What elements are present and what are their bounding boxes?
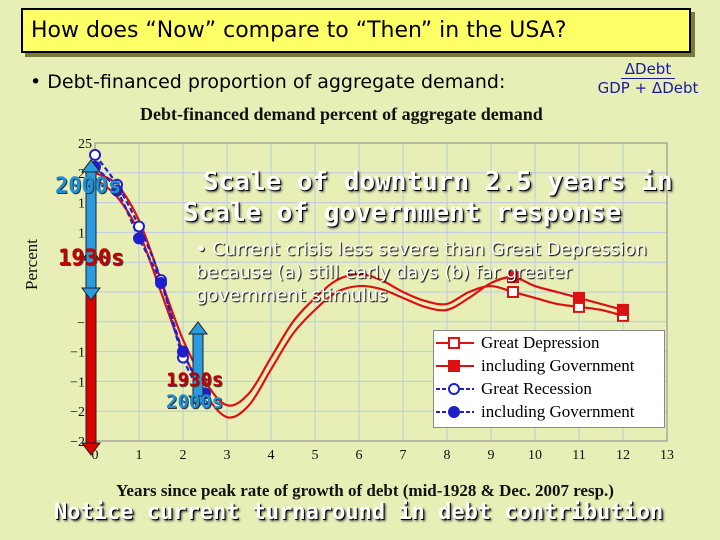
legend-item: including Government xyxy=(434,400,664,423)
data-point xyxy=(507,286,519,298)
legend-swatch-filled-circle xyxy=(436,405,474,418)
x-tick-label: 3 xyxy=(224,448,231,463)
data-point xyxy=(133,232,145,245)
tag-2000s-bottom: 2000s xyxy=(166,391,224,413)
legend-item: including Government xyxy=(434,354,664,377)
legend-swatch-filled-square xyxy=(436,359,474,372)
slide-title-box: How does “Now” compare to “Then” in the … xyxy=(21,8,691,53)
x-tick-label: 13 xyxy=(660,448,674,463)
arrow-2000s-head-down xyxy=(81,287,101,301)
grid-lines xyxy=(94,142,668,442)
y-axis-label: Percent xyxy=(22,239,41,290)
main-bullet: • Debt-financed proportion of aggregate … xyxy=(30,71,506,93)
data-point xyxy=(155,277,167,290)
data-point xyxy=(617,303,629,316)
x-tick-label: 7 xyxy=(400,448,407,463)
x-tick-label: 1 xyxy=(136,448,143,463)
x-tick-label: 11 xyxy=(572,448,585,463)
x-tick-label: 6 xyxy=(356,448,363,463)
data-point xyxy=(177,345,189,358)
legend-swatch-open-circle xyxy=(436,382,474,395)
data-point xyxy=(507,271,519,284)
x-tick-label: 5 xyxy=(312,448,319,463)
formula-denominator: GDP + ΔDebt xyxy=(597,79,699,97)
x-tick-label: 2 xyxy=(180,448,187,463)
x-tick-label: 4 xyxy=(268,448,275,463)
legend-label: Great Depression xyxy=(481,332,600,352)
comparison-arrows xyxy=(81,159,208,456)
overlay-scale-downturn: Scale of downturn 2.5 years in xyxy=(203,167,673,197)
footer-note: Notice current turnaround in debt contri… xyxy=(54,500,664,525)
data-point xyxy=(573,291,585,304)
x-tick-label: 9 xyxy=(488,448,495,463)
slide-title: How does “Now” compare to “Then” in the … xyxy=(31,18,567,43)
arrow-1930s-head-down xyxy=(81,442,101,456)
data-point xyxy=(111,184,123,197)
chart-title: Debt-financed demand percent of aggregat… xyxy=(140,104,543,124)
tag-1930s-bottom: 1930s xyxy=(166,369,224,391)
tag-2000s-top: 2000s xyxy=(55,174,122,199)
legend-item: Great Recession xyxy=(434,377,664,400)
arrow-2000s-head-up xyxy=(81,159,101,173)
legend-label: including Government xyxy=(481,355,635,375)
x-tick-label: 12 xyxy=(616,448,630,463)
x-axis-label: Years since peak rate of growth of debt … xyxy=(116,481,614,500)
legend-label: Great Recession xyxy=(481,378,592,398)
series-line-0 xyxy=(94,171,624,407)
arrow-gov-response-head-down xyxy=(188,395,208,409)
tag-1930s-top: 1930s xyxy=(58,246,125,271)
x-tick-label: 8 xyxy=(444,448,451,463)
data-point xyxy=(89,148,101,161)
legend-label: including Government xyxy=(481,401,635,421)
arrow-gov-response-head-up xyxy=(188,321,208,335)
x-tick-label: 10 xyxy=(528,448,542,463)
overlay-scale-government: Scale of government response xyxy=(183,198,622,228)
data-point xyxy=(133,220,145,233)
x-tick-labels: 0 1 2 3 4 5 6 7 8 9 10 11 12 13 xyxy=(92,448,675,463)
chart-legend: Great Depression including Government Gr… xyxy=(433,330,665,428)
x-tick-label: 0 xyxy=(92,448,99,463)
debt-formula: ΔDebt GDP + ΔDebt xyxy=(588,60,708,97)
y-tick-label: 25 xyxy=(78,137,92,152)
legend-swatch-open-square xyxy=(436,336,474,349)
sub-bullet: • Current crisis less severe than Great … xyxy=(196,239,648,306)
legend-item: Great Depression xyxy=(434,331,664,354)
